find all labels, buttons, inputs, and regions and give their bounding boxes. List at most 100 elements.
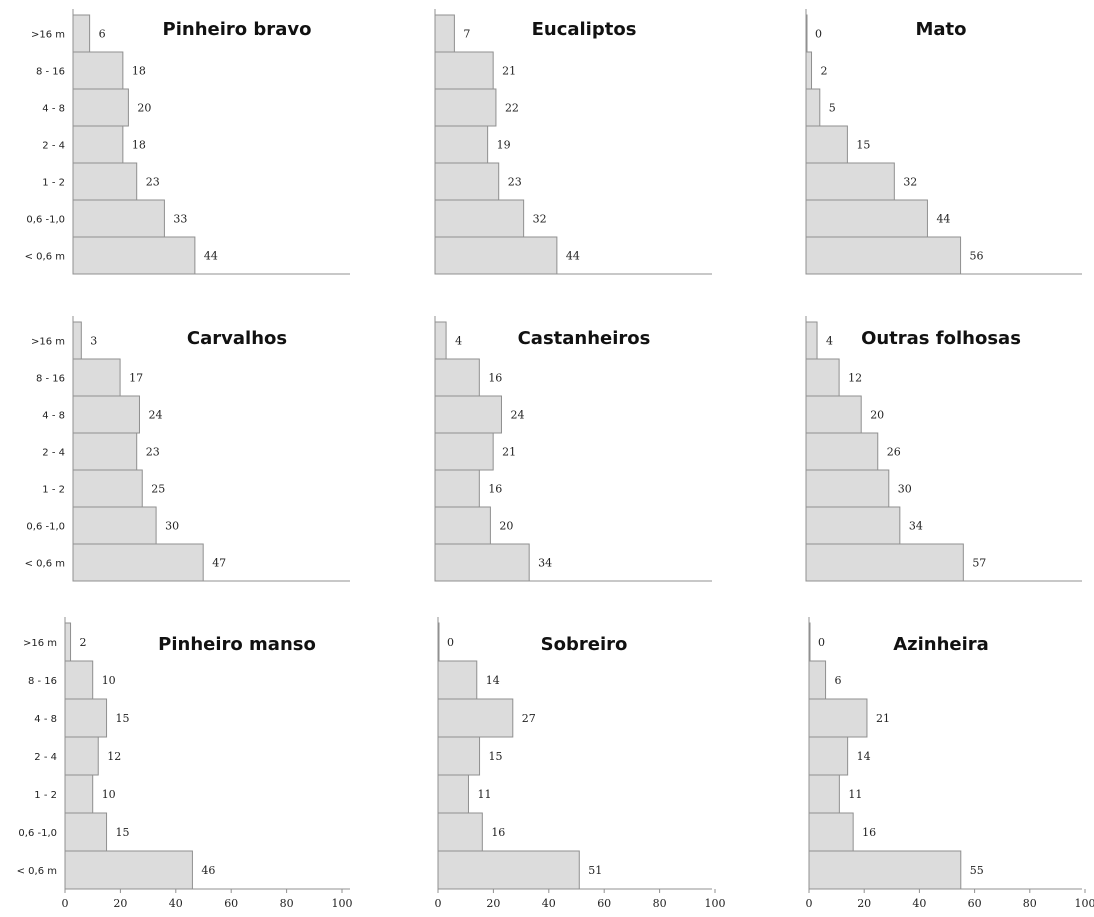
chart-panel-8: Sobreiro 0 14 27 15 11 16 51 0 20 40 60 80 100	[435, 617, 726, 910]
bar	[72, 199, 165, 238]
data-label: 18	[132, 139, 146, 152]
bar	[434, 358, 480, 397]
bar	[72, 51, 124, 90]
bar	[434, 469, 480, 508]
bar	[808, 736, 849, 776]
chart-panel-9: Azinheira 0 6 21 14 11 16 55 0 20 40 60 80 100	[806, 617, 1094, 910]
bar	[437, 850, 580, 890]
bar	[805, 469, 890, 508]
data-label: 34	[538, 557, 552, 570]
category-label: < 0,6 m	[25, 559, 65, 570]
data-label: 24	[510, 409, 524, 422]
bar	[437, 660, 478, 700]
data-label: 44	[936, 213, 950, 226]
data-label: 10	[102, 788, 116, 801]
data-label: 14	[486, 674, 500, 687]
data-label: 4	[826, 335, 833, 348]
bar	[808, 774, 840, 814]
bar	[805, 358, 840, 397]
bar	[434, 432, 494, 471]
bar	[434, 199, 525, 238]
x-tick-label: 0	[62, 897, 69, 910]
chart-title: Azinheira	[893, 634, 989, 655]
data-label: 2	[80, 636, 87, 649]
category-label: 4 - 8	[34, 714, 57, 725]
data-label: 51	[588, 864, 602, 877]
bar	[434, 395, 502, 434]
bar	[72, 14, 91, 53]
bar	[805, 432, 879, 471]
bar	[72, 543, 204, 582]
chart-title: Outras folhosas	[861, 328, 1021, 349]
data-label: 18	[132, 65, 146, 78]
data-label: 3	[90, 335, 97, 348]
bar	[434, 125, 489, 164]
data-label: 11	[848, 788, 862, 801]
bar	[437, 774, 469, 814]
category-label: 2 - 4	[42, 448, 65, 459]
bar	[72, 88, 129, 127]
data-label: 21	[502, 65, 516, 78]
data-label: 32	[903, 176, 917, 189]
data-label: 46	[201, 864, 215, 877]
category-label: 4 - 8	[42, 104, 65, 115]
data-label: 21	[502, 446, 516, 459]
category-label: 4 - 8	[42, 411, 65, 422]
bar	[72, 321, 82, 360]
x-tick-label: 80	[280, 897, 294, 910]
data-label: 16	[491, 826, 505, 839]
bar	[805, 543, 964, 582]
x-tick-label: 40	[542, 897, 556, 910]
chart-panel-3: Mato 0 2 5 15 32 44 56	[805, 9, 1082, 275]
category-label: >16 m	[23, 638, 57, 649]
bar	[434, 51, 494, 90]
bar	[434, 506, 491, 545]
category-label: 1 - 2	[42, 485, 65, 496]
x-tick-label: 100	[332, 897, 353, 910]
bar	[805, 321, 818, 360]
data-label: 0	[818, 636, 825, 649]
data-label: 23	[508, 176, 522, 189]
data-label: 20	[499, 520, 513, 533]
data-label: 26	[887, 446, 901, 459]
data-label: 0	[447, 636, 454, 649]
x-tick-label: 40	[169, 897, 183, 910]
chart-title: Castanheiros	[518, 328, 651, 349]
category-label: 1 - 2	[34, 790, 57, 801]
category-label: < 0,6 m	[25, 252, 65, 263]
data-label: 11	[477, 788, 491, 801]
data-label: 23	[146, 446, 160, 459]
data-label: 2	[821, 65, 828, 78]
data-label: 30	[898, 483, 912, 496]
data-label: 5	[829, 102, 836, 115]
x-tick-label: 0	[435, 897, 442, 910]
bar	[805, 88, 821, 127]
data-label: 7	[463, 28, 470, 41]
bar	[805, 395, 862, 434]
chart-title: Pinheiro bravo	[163, 19, 312, 40]
data-label: 44	[566, 250, 580, 263]
category-label: 2 - 4	[42, 141, 65, 152]
data-label: 16	[488, 483, 502, 496]
category-label: 8 - 16	[28, 676, 57, 687]
data-label: 57	[972, 557, 986, 570]
data-label: 12	[107, 750, 121, 763]
bar	[72, 432, 138, 471]
bar	[434, 162, 500, 201]
bar	[64, 850, 193, 890]
bar	[434, 321, 447, 360]
bar	[437, 812, 483, 852]
category-label: 8 - 16	[36, 67, 65, 78]
data-label: 27	[522, 712, 536, 725]
data-label: 30	[165, 520, 179, 533]
bar	[437, 736, 481, 776]
bar	[434, 543, 530, 582]
category-label: 1 - 2	[42, 178, 65, 189]
data-label: 19	[497, 139, 511, 152]
x-tick-label: 60	[597, 897, 611, 910]
data-label: 12	[848, 372, 862, 385]
data-label: 32	[533, 213, 547, 226]
data-label: 10	[102, 674, 116, 687]
category-label: 0,6 -1,0	[18, 828, 57, 839]
